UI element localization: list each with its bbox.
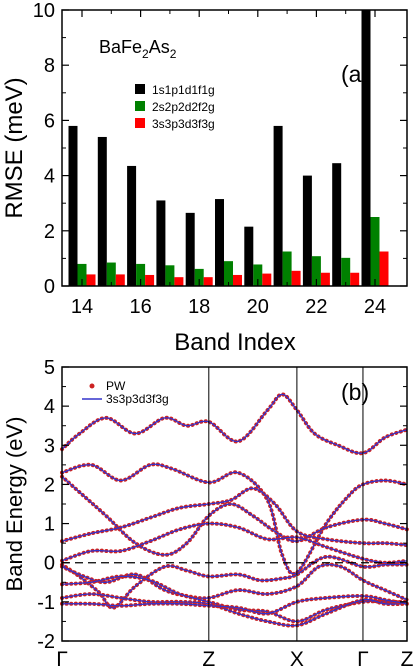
bar (341, 257, 351, 286)
y-axis-ticks: 0 2 4 6 8 10 (33, 0, 407, 298)
band-fit (61, 563, 408, 601)
band-fit (61, 575, 407, 623)
legend-label: 2s2p2d2f2g (152, 100, 215, 114)
y-axis-ticks: -2 -1 0 1 2 3 4 5 (37, 357, 407, 653)
x-axis-label: Band Index (174, 329, 295, 356)
x-tick-label: 20 (247, 296, 269, 318)
bar (253, 264, 263, 286)
bar (311, 256, 321, 286)
bar (361, 10, 371, 286)
y-tick-label: 6 (44, 110, 55, 132)
y-tick-label: -1 (37, 592, 55, 614)
bar (244, 226, 254, 286)
bar (379, 251, 389, 286)
x-tick-label: 24 (364, 296, 386, 318)
y-tick-label: 3 (44, 435, 55, 457)
y-tick-label: 0 (44, 276, 55, 298)
y-tick-label: 4 (44, 396, 55, 418)
band-pw (60, 462, 409, 576)
legend-label: 3s3p3d3f3g (152, 117, 215, 131)
y-tick-label: 2 (44, 221, 55, 243)
bar (145, 274, 155, 286)
bands-group (60, 392, 409, 628)
y-tick-label: 0 (44, 553, 55, 575)
panel-a-label: (a) (341, 61, 369, 87)
x-axis-ticks: 14 16 18 20 22 24 (71, 10, 386, 318)
bar (320, 272, 330, 286)
legend: 1s1p1d1f1g 2s2p2d2f2g 3s3p3d3f3g (135, 83, 215, 131)
band-fit (61, 476, 408, 556)
bar (273, 125, 283, 286)
bar (156, 200, 166, 286)
bar (224, 261, 233, 286)
legend-marker (89, 383, 95, 389)
x-tick-label: 18 (188, 296, 210, 318)
bar (370, 217, 380, 286)
legend-swatch (135, 101, 145, 111)
k-point-lines (208, 367, 364, 641)
band-fit (61, 556, 408, 609)
bar (185, 212, 195, 286)
legend-swatch (135, 118, 145, 128)
y-axis-label: RMSE (meV) (1, 77, 28, 218)
y-tick-label: 2 (44, 474, 55, 496)
band-pw (60, 574, 409, 624)
bar (233, 274, 242, 286)
k-point-label: Γ (357, 648, 369, 671)
bar (215, 199, 224, 286)
legend-swatch (135, 84, 145, 94)
bar (115, 274, 125, 286)
k-point-label: Z (401, 648, 414, 671)
y-tick-label: 10 (33, 0, 55, 22)
bar (68, 125, 78, 286)
k-point-label: Z (202, 648, 215, 671)
y-axis-label: Band Energy (eV) (2, 417, 27, 592)
k-point-label: X (290, 648, 304, 671)
bar (291, 270, 301, 286)
bar (282, 251, 292, 286)
x-tick-label: 22 (305, 296, 327, 318)
band-fit (61, 393, 408, 454)
bar (97, 136, 107, 286)
band-pw (60, 562, 409, 602)
bar (174, 277, 184, 286)
y-tick-label: -2 (37, 631, 55, 653)
bar (106, 262, 116, 286)
bar (165, 265, 175, 286)
y-tick-label: 4 (44, 166, 55, 188)
legend-label: 1s1p1d1f1g (152, 83, 215, 97)
panel-b-label: (b) (341, 379, 369, 405)
bar (350, 272, 360, 286)
bar-group (68, 10, 389, 286)
material-annotation: BaFe2As2 (99, 37, 177, 61)
y-tick-label: 8 (44, 55, 55, 77)
band-pw (60, 486, 409, 548)
bar (127, 165, 137, 286)
x-tick-label: 14 (71, 296, 93, 318)
legend-label: PW (106, 379, 126, 393)
y-tick-label: 1 (44, 514, 55, 536)
bar (203, 277, 213, 286)
bar (86, 274, 96, 286)
bar (77, 263, 87, 286)
k-point-label: Γ (56, 648, 68, 671)
bar (262, 273, 272, 286)
bar (136, 263, 146, 286)
bar (302, 175, 312, 286)
y-tick-label: 5 (44, 357, 55, 379)
band-fit (61, 463, 408, 575)
legend-label: 3s3p3d3f3g (106, 392, 169, 406)
bar (332, 163, 342, 286)
x-tick-label: 16 (129, 296, 151, 318)
band-fit (61, 487, 408, 546)
bar (194, 268, 204, 286)
